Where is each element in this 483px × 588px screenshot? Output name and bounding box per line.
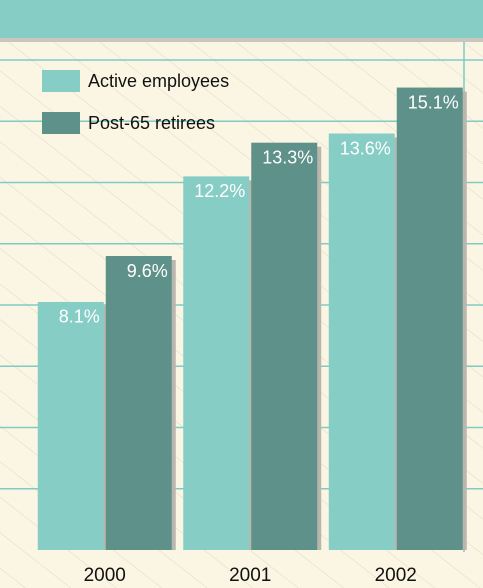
value-label: 13.6% xyxy=(340,138,391,158)
value-label: 15.1% xyxy=(408,92,459,112)
bar xyxy=(251,142,318,550)
bar xyxy=(37,301,104,550)
bar xyxy=(396,87,463,550)
header-band xyxy=(0,0,483,38)
legend-swatch xyxy=(42,112,80,134)
header-rule xyxy=(0,38,483,42)
value-label: 12.2% xyxy=(194,181,245,201)
value-label: 8.1% xyxy=(59,307,100,327)
x-tick-label: 2000 xyxy=(84,565,126,586)
legend-swatch xyxy=(42,70,80,92)
bar xyxy=(183,176,250,550)
value-label: 13.3% xyxy=(262,147,313,167)
x-tick-label: 2002 xyxy=(375,565,417,586)
value-label: 9.6% xyxy=(127,261,168,281)
legend-label: Post-65 retirees xyxy=(88,113,215,133)
bar xyxy=(328,133,395,550)
bar xyxy=(105,256,172,550)
x-tick-label: 2001 xyxy=(229,565,271,586)
legend-label: Active employees xyxy=(88,71,229,91)
